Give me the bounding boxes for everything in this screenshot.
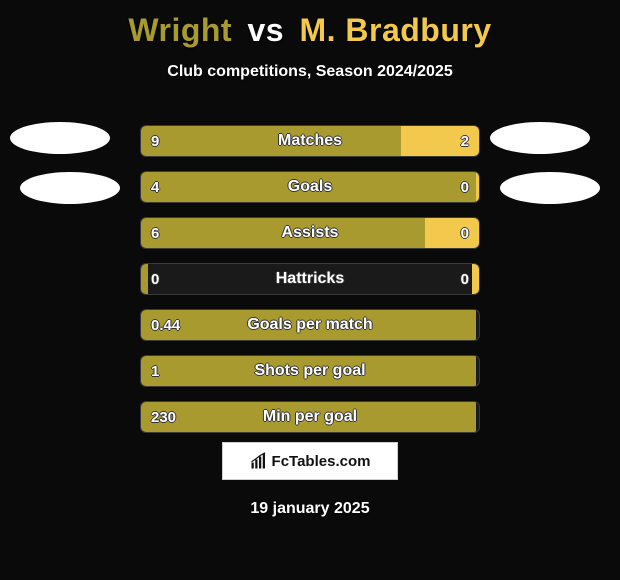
source-logo-text: FcTables.com: [272, 453, 371, 470]
stat-fill-player1: [141, 310, 476, 340]
stat-fill-player1: [141, 172, 476, 202]
stat-label: Hattricks: [141, 264, 479, 294]
player2-name: M. Bradbury: [299, 12, 491, 48]
stat-fill-player1: [141, 402, 476, 432]
stat-row: Shots per goal1: [0, 348, 620, 394]
stat-track: Assists60: [140, 217, 480, 249]
stat-fill-player2: [472, 264, 479, 294]
stat-row: Min per goal230: [0, 394, 620, 440]
stat-row: Hattricks0 0: [0, 256, 620, 302]
stat-track: Goals per match0.44: [140, 309, 480, 341]
stat-track: Goals40: [140, 171, 480, 203]
stat-track: Shots per goal1: [140, 355, 480, 387]
comparison-title: Wright vs M. Bradbury: [0, 0, 620, 49]
stat-track: Matches92: [140, 125, 480, 157]
stat-fill-player1: [141, 126, 401, 156]
badge-placeholder: [10, 122, 110, 154]
stat-fill-player2: [476, 172, 479, 202]
stat-fill-player1: [141, 356, 476, 386]
source-logo-box: FcTables.com: [222, 442, 398, 480]
badge-placeholder: [500, 172, 600, 204]
stat-fill-player2: [401, 126, 479, 156]
badge-placeholder: [490, 122, 590, 154]
stat-row: Goals per match0.44: [0, 302, 620, 348]
vs-separator: vs: [247, 12, 284, 48]
stat-fill-player2: [425, 218, 479, 248]
stat-row: Assists60: [0, 210, 620, 256]
stats-bars-container: Matches92 Goals40 Assists60 Hattricks0 0 Goal…: [0, 118, 620, 440]
stat-value-player1: 0: [151, 264, 159, 294]
season-subtitle: Club competitions, Season 2024/2025: [0, 63, 620, 81]
stat-fill-player1: [141, 218, 425, 248]
snapshot-date: 19 january 2025: [0, 500, 620, 518]
player1-name: Wright: [128, 12, 232, 48]
chart-icon: [250, 452, 268, 470]
stat-track: Min per goal230: [140, 401, 480, 433]
stat-value-player2: 0: [461, 264, 469, 294]
stat-fill-player1: [141, 264, 148, 294]
badge-placeholder: [20, 172, 120, 204]
stat-track: Hattricks0 0: [140, 263, 480, 295]
